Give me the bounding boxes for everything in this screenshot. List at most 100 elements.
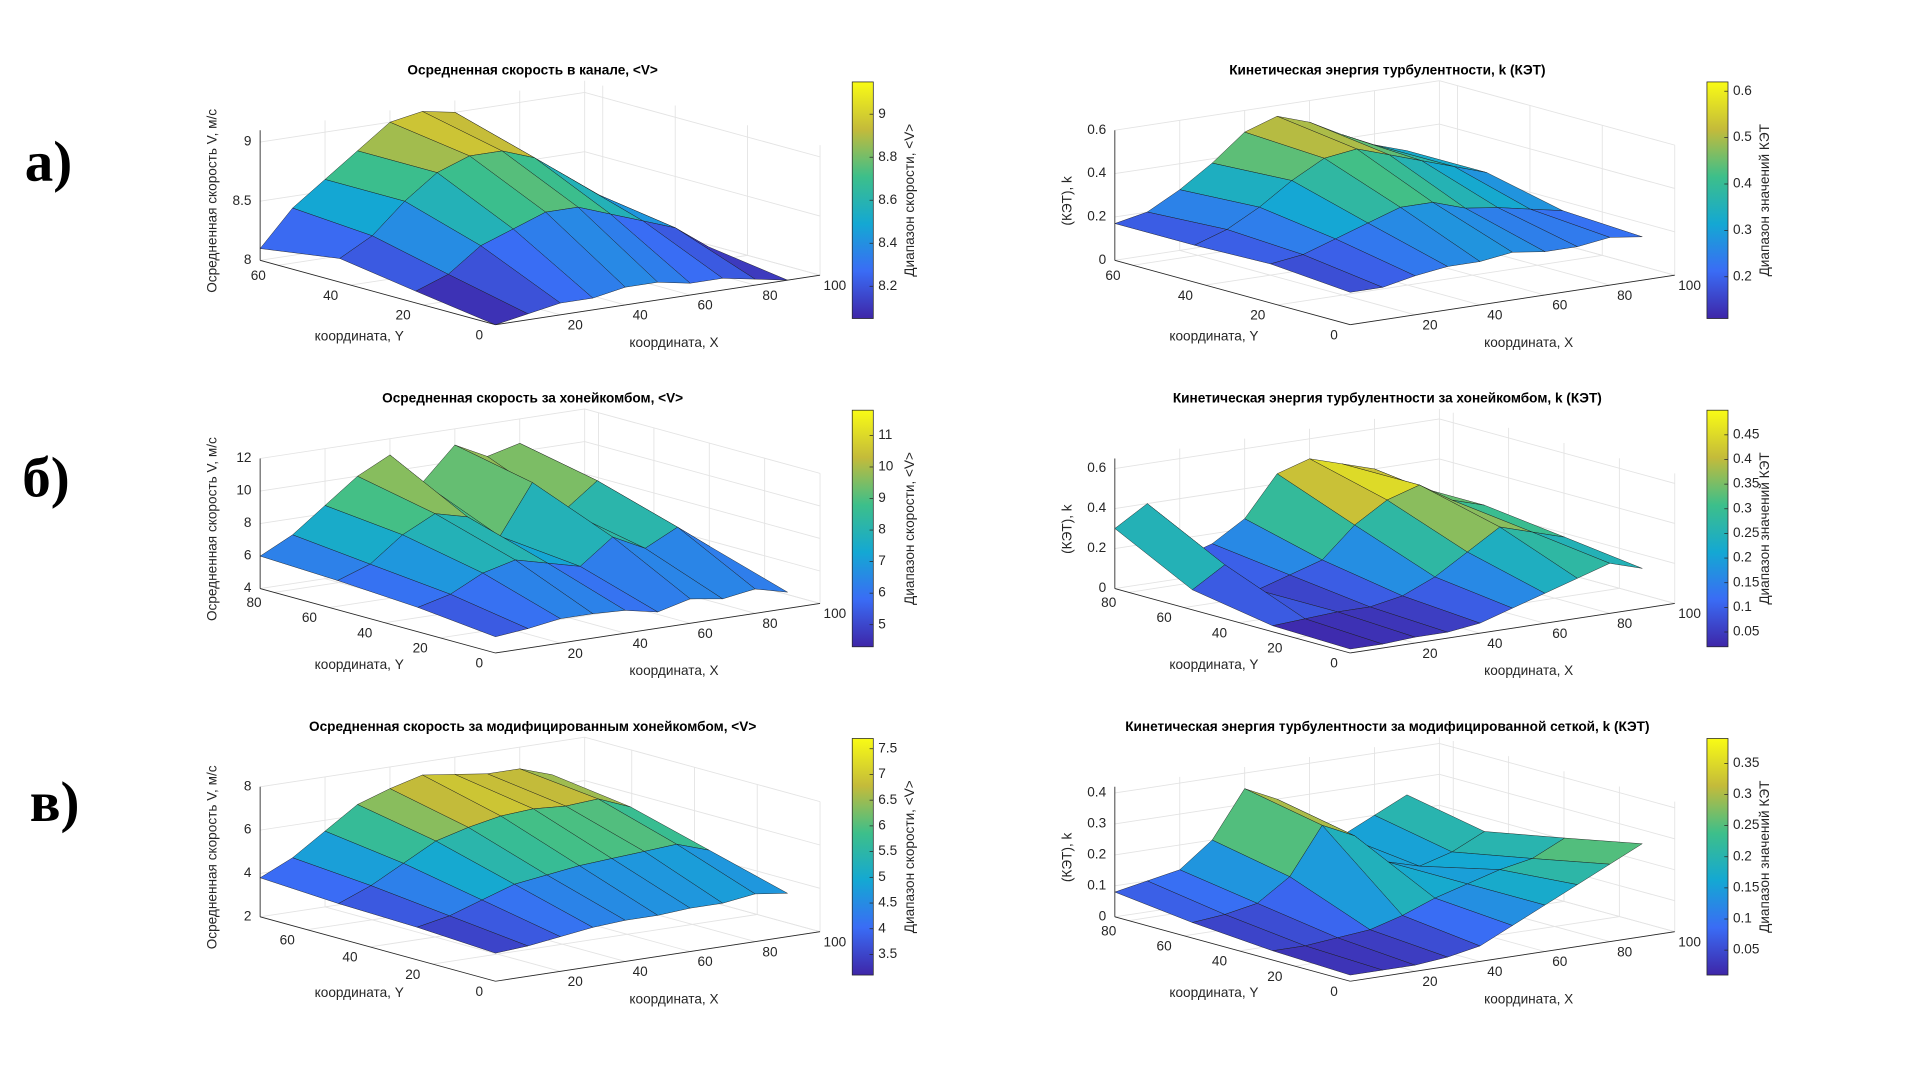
colorbar-tick-label: 0.2 (1733, 550, 1752, 565)
axis-line (495, 274, 821, 326)
y-tick-label: 20 (1267, 641, 1283, 656)
x-tick-label: 100 (824, 278, 847, 293)
x-tick-label: 40 (1487, 308, 1503, 323)
colorbar-tick-label: 8 (878, 522, 886, 537)
chart-title: Кинетическая энергия турбулентности, k (… (1229, 62, 1545, 77)
z-tick-label: 4 (244, 580, 252, 595)
y-tick-label: 20 (413, 641, 429, 656)
y-tick-label: 80 (1101, 923, 1117, 938)
axis-line (495, 931, 821, 982)
y-tick-label: 0 (476, 656, 484, 671)
colorbar-label: Диапазон значений КЭТ (1757, 781, 1772, 933)
colorbar-tick-label: 8.6 (878, 192, 897, 207)
panel-label: б) (22, 446, 69, 509)
z-tick-label: 0.4 (1087, 785, 1106, 800)
axis-line (1350, 274, 1675, 326)
colorbar-tick-label: 7 (878, 766, 886, 781)
y-tick-label: 20 (1267, 969, 1283, 984)
y-tick-label: 40 (357, 625, 373, 640)
y-tick-label: 0 (1330, 984, 1338, 999)
colorbar-label: Диапазон скорости, <V> (902, 452, 917, 605)
colorbar-label: Диапазон скорости, <V> (902, 780, 917, 933)
x-tick-label: 40 (633, 964, 649, 979)
z-tick-label: 0 (1099, 580, 1107, 595)
y-axis-label: координата, Y (315, 329, 404, 344)
z-tick-label: 8.5 (233, 193, 252, 208)
y-tick-label: 40 (323, 288, 339, 303)
y-tick-label: 20 (1250, 308, 1266, 323)
chart-title: Осредненная скорость за хонейкомбом, <V> (382, 391, 683, 406)
colorbar-tick-label: 7.5 (878, 740, 897, 755)
x-tick-label: 20 (568, 318, 584, 333)
colorbar-tick-label: 8.4 (878, 235, 897, 250)
x-tick-label: 20 (1422, 318, 1438, 333)
x-axis-label: координата, X (629, 663, 718, 678)
y-axis-label: координата, Y (315, 657, 404, 672)
z-tick-label: 6 (244, 822, 252, 837)
x-tick-label: 20 (1422, 974, 1438, 989)
z-tick-label: 9 (244, 134, 252, 149)
z-tick-label: 0 (1099, 908, 1107, 923)
y-axis-label: координата, Y (1169, 985, 1258, 1000)
colorbar-tick-label: 0.35 (1733, 476, 1760, 491)
z-tick-label: 10 (236, 483, 252, 498)
panel-label: а) (25, 130, 72, 193)
z-tick-label: 0.4 (1087, 165, 1106, 180)
y-axis-label: координата, Y (315, 985, 404, 1000)
surface-patch (1272, 945, 1383, 976)
colorbar (1706, 81, 1729, 319)
x-tick-label: 80 (1617, 616, 1633, 631)
axis-line (260, 259, 496, 326)
x-tick-label: 100 (824, 934, 847, 949)
colorbar (851, 409, 874, 648)
colorbar-tick-label: 0.3 (1733, 500, 1752, 515)
z-tick-label: 8 (244, 515, 252, 530)
surface-patch (417, 594, 529, 637)
y-tick-label: 0 (1330, 656, 1338, 671)
colorbar-tick-label: 6.5 (878, 792, 897, 807)
colorbar-tick-label: 0.6 (1733, 83, 1752, 98)
z-tick-label: 2 (244, 908, 252, 923)
y-tick-label: 40 (342, 950, 358, 965)
z-tick-label: 4 (244, 865, 252, 880)
x-tick-label: 40 (1487, 636, 1503, 651)
y-tick-label: 60 (280, 932, 296, 947)
x-axis-label: координата, X (1484, 335, 1573, 350)
x-tick-label: 100 (824, 606, 847, 621)
colorbar-tick-label: 0.45 (1733, 426, 1760, 441)
colorbar-tick-label: 5.5 (878, 843, 897, 858)
x-tick-label: 100 (1678, 606, 1701, 621)
colorbar-label: Диапазон скорости, <V> (902, 124, 917, 277)
colorbar-tick-label: 3.5 (878, 946, 897, 961)
y-tick-label: 40 (1212, 954, 1228, 969)
z-tick-label: 8 (244, 778, 252, 793)
surface-patch (1272, 618, 1383, 650)
chart-title: Осредненная скорость в канале, <V> (407, 62, 657, 77)
x-tick-label: 60 (698, 626, 714, 641)
panel-label: в) (30, 771, 80, 834)
x-tick-label: 80 (1617, 944, 1633, 959)
colorbar-tick-label: 0.2 (1733, 268, 1752, 283)
z-tick-label: 6 (244, 548, 252, 563)
colorbar-tick-label: 0.4 (1733, 176, 1752, 191)
colorbar-tick-label: 0.05 (1733, 624, 1760, 639)
z-tick-label: 0.4 (1087, 500, 1106, 515)
x-axis-label: координата, X (629, 335, 718, 350)
x-tick-label: 80 (762, 616, 778, 631)
colorbar-tick-label: 0.4 (1733, 451, 1752, 466)
x-tick-label: 40 (633, 636, 649, 651)
z-tick-label: 0.2 (1087, 209, 1106, 224)
y-tick-label: 20 (396, 308, 412, 323)
y-tick-label: 60 (1157, 939, 1173, 954)
colorbar-tick-label: 0.35 (1733, 755, 1760, 770)
colorbar-tick-label: 0.15 (1733, 879, 1760, 894)
x-tick-label: 20 (568, 974, 584, 989)
colorbar-tick-label: 0.25 (1733, 817, 1760, 832)
chart-title: Кинетическая энергия турбулентности за х… (1173, 391, 1602, 406)
z-axis-label: (КЭТ), k (1059, 504, 1074, 554)
z-axis-label: (КЭТ), k (1059, 832, 1074, 882)
x-axis-label: координата, X (1484, 991, 1573, 1006)
colorbar-tick-label: 7 (878, 553, 886, 568)
colorbar-tick-label: 5 (878, 616, 886, 631)
y-tick-label: 60 (302, 610, 318, 625)
